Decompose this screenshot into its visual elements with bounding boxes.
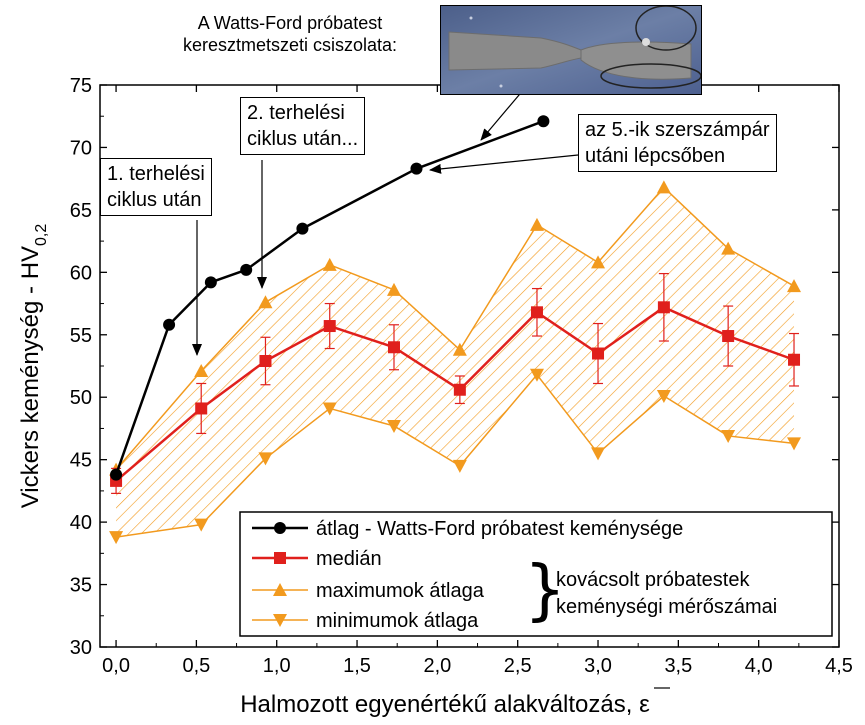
max-marker [452, 342, 467, 356]
micrograph-image [440, 5, 702, 95]
x-tick-label: 3,5 [664, 655, 692, 677]
legend-brace: } [524, 551, 566, 628]
mean-marker [240, 263, 253, 276]
max-marker [721, 241, 736, 255]
legend-item-max: maximumok átlaga [252, 580, 485, 602]
min-marker [386, 419, 401, 433]
mean-marker [204, 276, 217, 289]
legend-label-mean: átlag - Watts-Ford próbatest keménysége [316, 518, 683, 540]
x-tick-label: 2,0 [423, 655, 451, 677]
min-marker [452, 459, 467, 473]
x-tick-label: 4,5 [825, 655, 853, 677]
max-marker [194, 363, 209, 377]
median-marker [259, 355, 272, 368]
mean-marker [296, 222, 309, 235]
max-marker [258, 295, 273, 309]
legend-label-max: maximumok átlaga [316, 580, 485, 602]
legend-frame [239, 511, 833, 637]
median-marker [530, 306, 543, 319]
legend: átlag - Watts-Ford próbatest keménysége … [239, 511, 833, 637]
median-marker [592, 347, 605, 360]
median-marker [657, 301, 670, 314]
micrograph-caption-line2: keresztmetszeti csiszolata: [182, 35, 398, 55]
x-axis-label: Halmozott egyenértékű alakváltozás, ε [240, 691, 650, 718]
x-tick-label: 1,5 [343, 655, 371, 677]
mean-marker [537, 115, 550, 128]
arrow-tool5 [429, 154, 579, 174]
y-tick-label: 50 [70, 387, 92, 409]
legend-item-mean: átlag - Watts-Ford próbatest keménysége [252, 518, 683, 540]
min-marker [656, 389, 671, 403]
min-marker [109, 531, 124, 545]
median-marker [453, 383, 466, 396]
x-tick-label: 2,5 [504, 655, 532, 677]
x-tick-label: 4,0 [745, 655, 773, 677]
x-tick-label: 0,0 [102, 655, 130, 677]
y-tick-label: 75 [70, 75, 92, 97]
max-marker [787, 279, 802, 293]
mean-marker [110, 468, 123, 481]
mean-marker [410, 162, 423, 175]
annotation-cycle1-line2: ciklus után [107, 189, 202, 211]
legend-group-label-1: kovácsolt próbatestek [556, 569, 750, 591]
legend-label-median: medián [316, 548, 382, 570]
max-marker [656, 180, 671, 194]
annotation-tool5-line2: utáni lépcsőben [585, 145, 726, 167]
x-tick-label: 3,0 [584, 655, 612, 677]
min-marker [194, 518, 209, 532]
annotation-tool5-line1: az 5.-ik szerszámpár [585, 119, 770, 141]
legend-item-min: minimumok átlaga [252, 610, 479, 632]
annotation-cycle2-line1: 2. terhelési [247, 102, 345, 124]
max-marker [591, 255, 606, 269]
mean-marker [163, 318, 176, 331]
legend-item-median: medián [252, 548, 382, 570]
x-tick-label: 0,5 [182, 655, 210, 677]
annotation-cycle2-line2: ciklus után... [247, 128, 359, 150]
y-tick-label: 45 [70, 450, 92, 472]
median-marker [722, 330, 735, 343]
y-tick-label: 35 [70, 575, 92, 597]
x-tick-label: 1,0 [263, 655, 291, 677]
y-tick-label: 65 [70, 200, 92, 222]
min-marker [591, 447, 606, 461]
annotation-cycle1: 1. terhelési ciklus után [100, 158, 212, 216]
min-marker [721, 429, 736, 443]
y-axis-label: Vickers keménység - HV0,2 [17, 224, 50, 509]
y-tick-label: 55 [70, 325, 92, 347]
min-max-hatched-band [116, 187, 795, 538]
min-marker [258, 452, 273, 466]
median-marker [195, 402, 208, 415]
median-marker [387, 341, 400, 354]
min-marker [322, 402, 337, 416]
max-marker [322, 257, 337, 271]
annotation-cycle2: 2. terhelési ciklus után... [240, 97, 366, 155]
legend-group-label-2: keménységi mérőszámai [556, 596, 777, 618]
series-layer [109, 115, 802, 545]
y-tick-label: 70 [70, 137, 92, 159]
min-marker [787, 437, 802, 451]
micrograph-caption: A Watts-Ford próbatest keresztmetszeti c… [140, 12, 440, 56]
max-marker [529, 217, 544, 231]
median-marker [323, 320, 336, 333]
axis-ticks: 0,0 0,5 1,0 1,5 2,0 2,5 3,0 3,5 4,0 4,5 30 35 40 45 50… [70, 75, 853, 677]
y-tick-label: 60 [70, 262, 92, 284]
legend-label-min: minimumok átlaga [316, 610, 479, 632]
y-tick-label: 40 [70, 512, 92, 534]
micrograph-caption-line1: A Watts-Ford próbatest [197, 13, 383, 33]
median-marker [788, 353, 801, 366]
annotation-tool5: az 5.-ik szerszámpár utáni lépcsőben [578, 114, 777, 172]
min-marker [529, 368, 544, 382]
micrograph-drawing [441, 6, 701, 94]
y-tick-label: 30 [70, 637, 92, 659]
max-marker [386, 282, 401, 296]
annotation-cycle1-line1: 1. terhelési [107, 163, 205, 185]
